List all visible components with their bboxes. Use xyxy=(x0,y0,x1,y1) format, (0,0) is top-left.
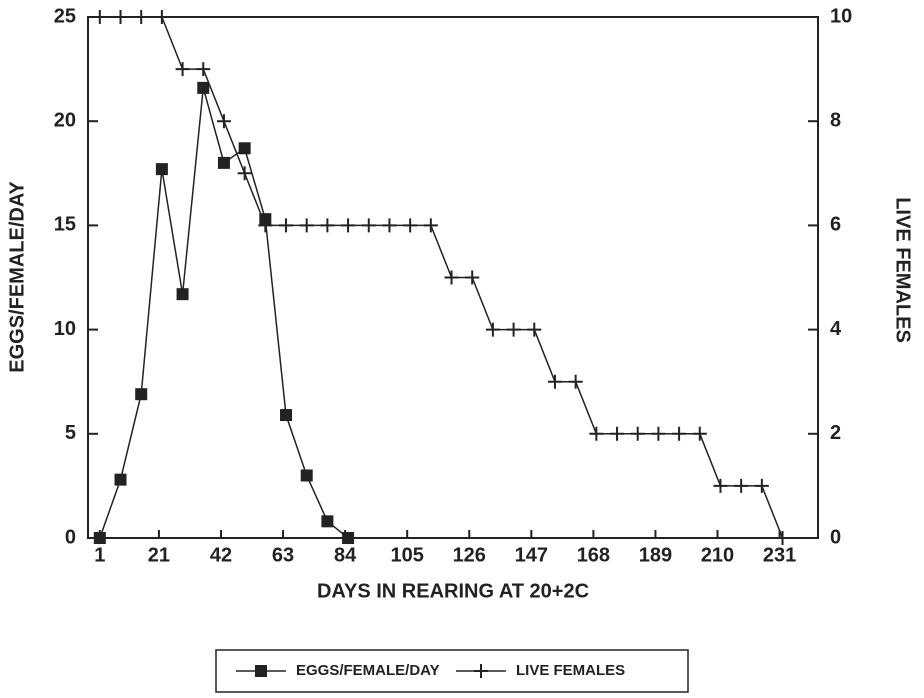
plus-marker xyxy=(775,531,790,545)
plus-marker xyxy=(444,270,459,285)
square-marker xyxy=(93,532,106,544)
x-tick-label: 210 xyxy=(701,544,734,566)
plus-marker xyxy=(527,322,542,337)
square-marker xyxy=(280,409,293,422)
plus-marker xyxy=(361,218,376,233)
x-tick-label: 105 xyxy=(391,544,424,566)
x-tick-label: 1 xyxy=(94,544,105,566)
y-tick-label: 0 xyxy=(65,526,76,548)
plus-marker xyxy=(610,426,625,441)
plus-marker xyxy=(754,478,769,493)
y2-axis-title: LIVE FEMALES xyxy=(892,197,914,343)
square-marker xyxy=(155,163,168,176)
plus-marker xyxy=(672,426,687,441)
y-axis-title: EGGS/FEMALE/DAY xyxy=(6,181,28,373)
y2-tick-label: 4 xyxy=(830,318,842,340)
plus-marker xyxy=(341,218,356,233)
x-axis-title: DAYS IN REARING AT 20+2C xyxy=(317,580,589,602)
plus-marker xyxy=(734,478,749,493)
y2-tick-label: 8 xyxy=(830,109,841,131)
plus-marker xyxy=(196,62,211,77)
legend-label: LIVE FEMALES xyxy=(516,662,625,679)
x-tick-label: 147 xyxy=(515,544,548,566)
plus-marker xyxy=(237,166,252,181)
x-tick-label: 126 xyxy=(453,544,486,566)
square-marker xyxy=(342,532,355,544)
x-tick-label: 42 xyxy=(210,544,232,566)
plus-marker xyxy=(713,478,728,493)
plus-marker xyxy=(320,218,335,233)
y-tick-label: 10 xyxy=(54,318,76,340)
plus-marker xyxy=(474,664,488,678)
square-marker xyxy=(135,388,148,401)
plus-marker xyxy=(568,374,583,389)
square-marker xyxy=(255,665,267,677)
square-marker xyxy=(176,288,189,301)
plus-marker xyxy=(92,10,107,24)
x-tick-label: 84 xyxy=(334,544,357,566)
plus-marker xyxy=(547,374,562,389)
x-tick-label: 231 xyxy=(763,544,796,566)
x-tick-label: 189 xyxy=(639,544,672,566)
plus-marker xyxy=(692,426,707,441)
plus-marker xyxy=(423,218,438,233)
legend-label: EGGS/FEMALE/DAY xyxy=(296,662,440,679)
plus-marker xyxy=(216,114,231,129)
series-line xyxy=(99,16,784,539)
y2-tick-label: 2 xyxy=(830,422,841,444)
plus-marker xyxy=(651,426,666,441)
square-marker xyxy=(114,473,127,486)
y2-tick-label: 10 xyxy=(830,5,852,27)
plus-marker xyxy=(154,10,169,24)
x-tick-label: 21 xyxy=(148,544,170,566)
square-marker xyxy=(197,81,210,94)
plus-marker xyxy=(506,322,521,337)
square-marker xyxy=(300,469,313,482)
square-marker xyxy=(238,142,251,155)
y-tick-label: 25 xyxy=(54,5,76,27)
plus-marker xyxy=(113,10,128,24)
plus-marker xyxy=(589,426,604,441)
square-marker xyxy=(321,515,334,528)
plus-marker xyxy=(258,218,273,233)
y-tick-label: 20 xyxy=(54,109,76,131)
plus-marker xyxy=(299,218,314,233)
plot-frame xyxy=(87,16,819,539)
legend xyxy=(215,649,689,693)
square-marker xyxy=(217,156,230,169)
y2-tick-label: 6 xyxy=(830,214,841,236)
plus-marker xyxy=(279,218,294,233)
plus-marker xyxy=(403,218,418,233)
plus-marker xyxy=(630,426,645,441)
x-tick-label: 168 xyxy=(577,544,610,566)
plus-marker xyxy=(134,10,149,24)
y2-tick-label: 0 xyxy=(830,526,841,548)
y-tick-label: 5 xyxy=(65,422,76,444)
plus-marker xyxy=(175,62,190,77)
y-tick-label: 15 xyxy=(54,214,76,236)
x-tick-label: 63 xyxy=(272,544,294,566)
plus-marker xyxy=(465,270,480,285)
plus-marker xyxy=(485,322,500,337)
plus-marker xyxy=(382,218,397,233)
